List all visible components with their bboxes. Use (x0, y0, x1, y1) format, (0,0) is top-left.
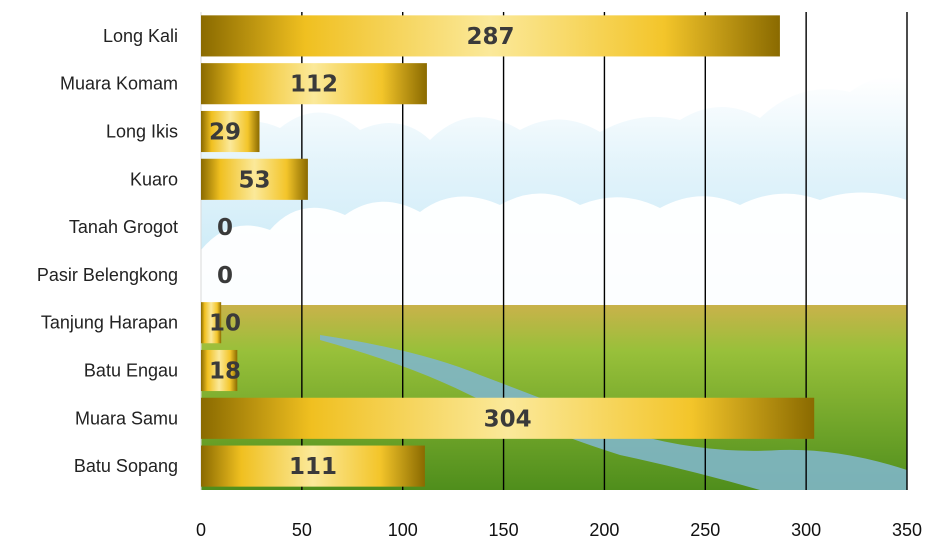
x-tick-label: 300 (791, 520, 821, 538)
category-label: Long Ikis (106, 122, 178, 142)
white-clouds (201, 192, 907, 320)
category-label: Batu Sopang (74, 456, 178, 476)
category-label: Tanjung Harapan (41, 313, 178, 333)
bar (201, 349, 238, 392)
x-tick-label: 50 (292, 520, 312, 538)
data-label: 0 (217, 263, 233, 289)
background-illustration (201, 12, 907, 490)
category-label: Long Kali (103, 26, 178, 46)
data-label: 29 (209, 120, 241, 146)
stream (320, 335, 907, 490)
data-label: 112 (290, 72, 338, 98)
data-label: 53 (238, 167, 270, 193)
x-tick-label: 0 (196, 520, 206, 538)
data-label: 0 (217, 215, 233, 241)
x-tick-label: 100 (388, 520, 418, 538)
x-tick-label: 200 (589, 520, 619, 538)
data-label: 304 (484, 406, 532, 432)
bar (201, 397, 815, 439)
category-label: Kuaro (130, 169, 178, 189)
category-label: Batu Engau (84, 361, 178, 381)
bar (201, 63, 427, 105)
bar (201, 445, 425, 487)
bar (201, 302, 222, 344)
category-label: Pasir Belengkong (37, 265, 178, 285)
x-tick-label: 250 (690, 520, 720, 538)
data-label: 111 (289, 454, 337, 480)
data-label: 18 (209, 359, 241, 385)
category-labels: Long Kali Muara Komam Long Ikis Kuaro Tanah … (37, 26, 178, 476)
bar (201, 158, 308, 200)
category-label: Muara Komam (60, 74, 178, 94)
data-label: 10 (209, 311, 241, 337)
category-label: Tanah Grogot (69, 217, 178, 237)
bar (201, 110, 260, 153)
x-tick-label: 350 (892, 520, 922, 538)
bar (201, 15, 780, 57)
x-tick-labels: 0 50 100 150 200 250 300 350 (196, 520, 922, 538)
data-label: 287 (466, 24, 514, 50)
x-tick-label: 150 (489, 520, 519, 538)
category-label: Muara Samu (75, 408, 178, 428)
